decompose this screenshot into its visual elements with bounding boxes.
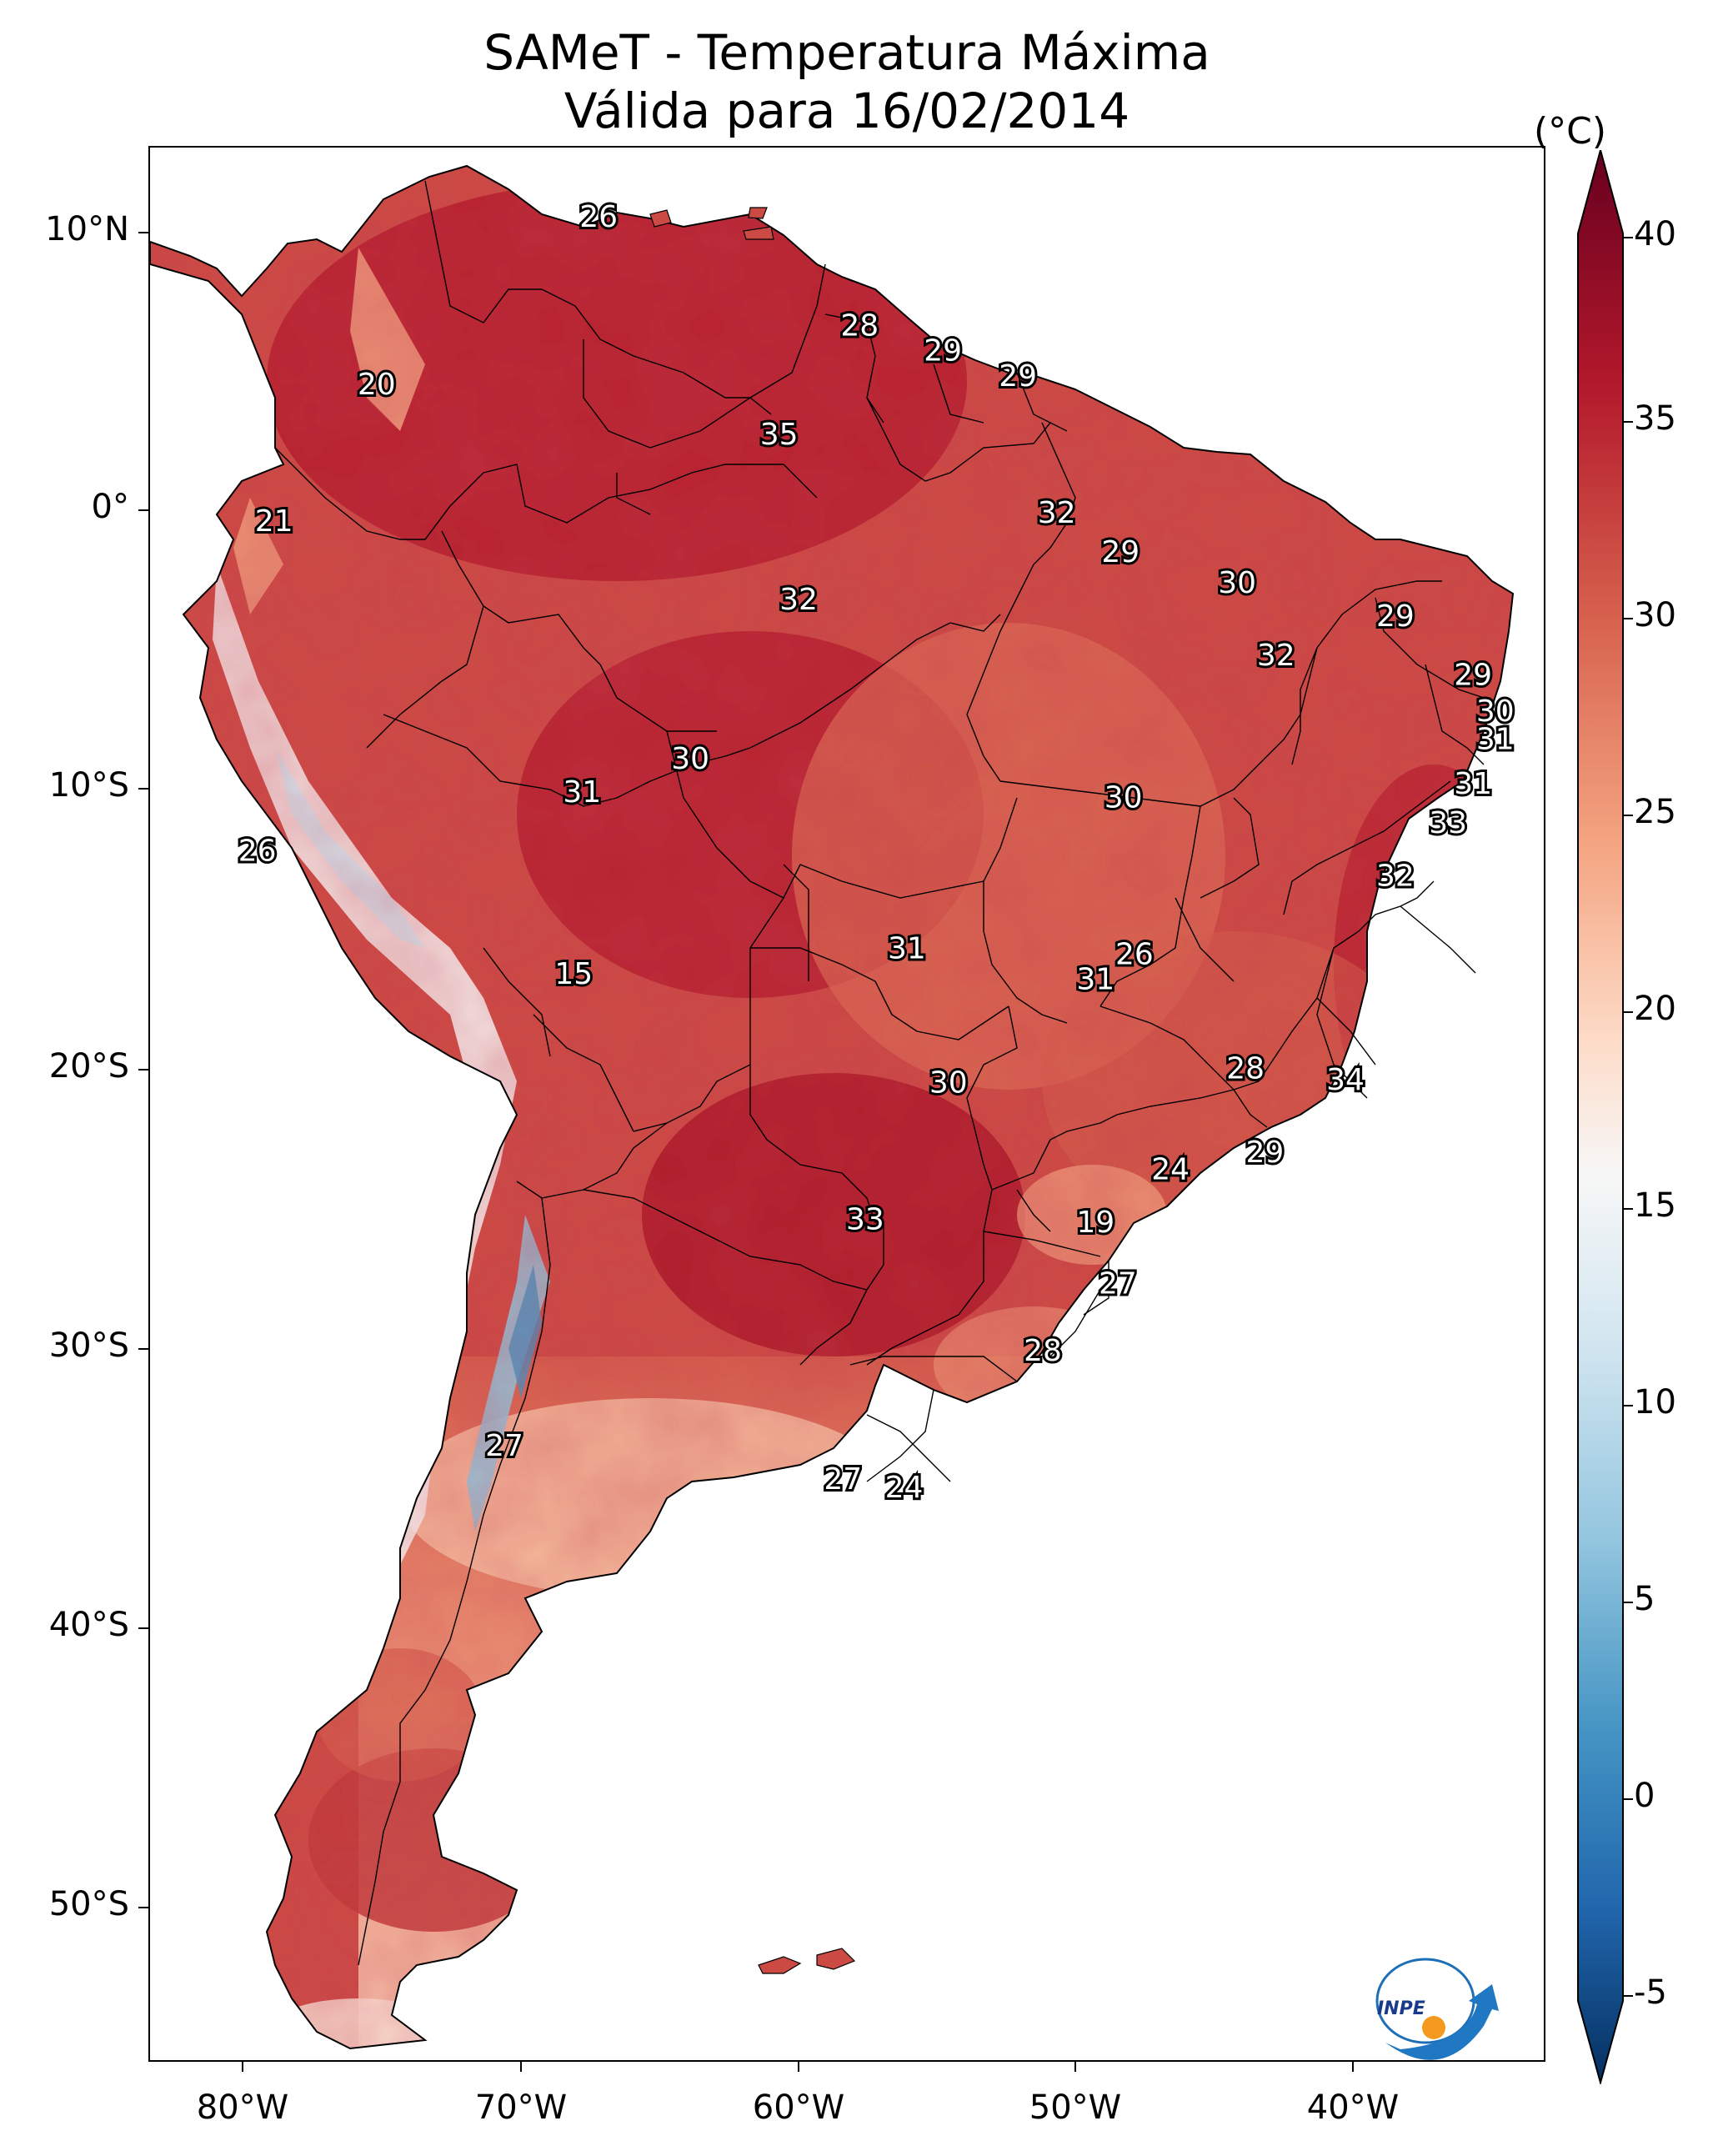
station-label: 29 (1101, 535, 1139, 569)
station-label: 29 (999, 359, 1037, 394)
lon-label-80w: 80°W (196, 2088, 289, 2127)
station-label: 19 (1076, 1206, 1114, 1240)
lon-label-70w: 70°W (474, 2088, 568, 2127)
station-label: 32 (779, 583, 818, 617)
lat-label-0: 0° (91, 488, 129, 526)
map-panel: 26 20 28 29 29 35 21 32 29 30 32 29 32 29 30 31 30 31 31 30… (148, 146, 1545, 2062)
lat-tick (138, 1907, 148, 1908)
colorbar-tickmark (1623, 1602, 1633, 1603)
station-label: 26 (1115, 937, 1154, 971)
station-label: 24 (1151, 1152, 1190, 1186)
colorbar (1577, 150, 1624, 2084)
station-label: 29 (1245, 1136, 1284, 1170)
lon-label-40w: 40°W (1306, 2088, 1400, 2127)
station-label: 34 (1326, 1063, 1365, 1097)
station-label: 31 (1476, 722, 1515, 756)
lon-label-60w: 60°W (752, 2088, 845, 2127)
lon-tick (520, 2062, 522, 2072)
lat-tick (138, 788, 148, 790)
station-label: 32 (1038, 496, 1076, 530)
title-line-2: Válida para 16/02/2014 (563, 83, 1130, 139)
station-label: 15 (554, 957, 593, 991)
lon-tick (798, 2062, 799, 2072)
lat-label-10s: 10°S (48, 766, 129, 805)
colorbar-tick-30: 30 (1634, 596, 1676, 634)
lat-tick (138, 1348, 148, 1350)
islands (649, 207, 856, 1974)
lon-tick (1352, 2062, 1354, 2072)
station-label: 27 (485, 1429, 523, 1463)
colorbar-tickmark (1623, 1798, 1633, 1800)
colorbar-tick-40: 40 (1634, 215, 1676, 253)
colorbar-tick-10: 10 (1634, 1383, 1676, 1421)
lon-tick (1074, 2062, 1076, 2072)
colorbar-tickmark (1623, 237, 1633, 238)
colorbar-tickmark (1623, 1405, 1633, 1406)
inpe-logo (1375, 1958, 1499, 2060)
station-label: 26 (238, 834, 277, 868)
station-label: 29 (924, 334, 962, 369)
station-label: 31 (1454, 767, 1492, 801)
country-borders (274, 180, 1485, 1966)
lat-label-10n: 10°N (45, 210, 129, 248)
colorbar-tick-20: 20 (1634, 990, 1676, 1028)
colorbar-tickmark (1623, 1995, 1633, 1997)
station-label: 29 (1376, 599, 1415, 634)
station-label: 30 (1104, 781, 1143, 815)
station-label: 31 (1076, 962, 1114, 996)
lat-label-30s: 30°S (48, 1326, 129, 1365)
colorbar-tick-minus-5: -5 (1634, 1973, 1667, 2012)
colorbar-tick-35: 35 (1634, 399, 1676, 438)
station-label: 30 (1218, 566, 1256, 600)
station-label: 31 (563, 775, 601, 810)
colorbar-tickmark (1623, 1208, 1633, 1210)
station-label: 28 (840, 309, 879, 343)
station-label: 33 (846, 1203, 884, 1237)
colorbar-tickmark (1623, 618, 1633, 619)
colorbar-tickmark (1623, 421, 1633, 423)
colorbar-tick-5: 5 (1634, 1580, 1655, 1618)
station-label: 33 (1429, 806, 1467, 840)
station-label: 31 (888, 932, 926, 966)
lat-label-20s: 20°S (48, 1047, 129, 1086)
colorbar-tick-15: 15 (1634, 1186, 1676, 1225)
station-label: 30 (929, 1065, 968, 1100)
station-label: 24 (885, 1471, 924, 1505)
station-label: 27 (824, 1462, 862, 1497)
lon-tick (242, 2062, 243, 2072)
lat-label-50s: 50°S (48, 1885, 129, 1923)
colorbar-tickmark (1623, 815, 1633, 816)
lat-label-40s: 40°S (48, 1606, 129, 1644)
colorbar-tick-25: 25 (1634, 793, 1676, 831)
lon-label-50w: 50°W (1029, 2088, 1122, 2127)
station-label: 32 (1257, 639, 1295, 673)
colorbar-tick-0: 0 (1634, 1777, 1655, 1815)
lat-tick (138, 232, 148, 233)
temperature-field (150, 166, 1513, 2048)
station-label: 32 (1376, 860, 1415, 894)
title-line-1: SAMeT - Temperatura Máxima (483, 24, 1210, 81)
station-label: 30 (671, 742, 709, 776)
logo-text: INPE (1377, 1998, 1425, 2019)
lat-tick (138, 509, 148, 511)
lat-tick (138, 1069, 148, 1070)
station-label: 28 (1226, 1052, 1265, 1086)
station-label: 20 (358, 368, 396, 402)
lat-tick (138, 1627, 148, 1629)
station-label: 29 (1454, 658, 1492, 692)
map-title: SAMeT - Temperatura Máxima Válida para 1… (148, 23, 1545, 140)
colorbar-unit: (°C) (1534, 110, 1607, 153)
station-label: 28 (1024, 1334, 1062, 1368)
station-label: 30 (1476, 694, 1515, 729)
station-label: 27 (1099, 1267, 1137, 1301)
station-label: 21 (255, 504, 293, 539)
station-label: 26 (579, 200, 618, 234)
station-label: 35 (760, 418, 799, 452)
colorbar-tickmark (1623, 1011, 1633, 1013)
